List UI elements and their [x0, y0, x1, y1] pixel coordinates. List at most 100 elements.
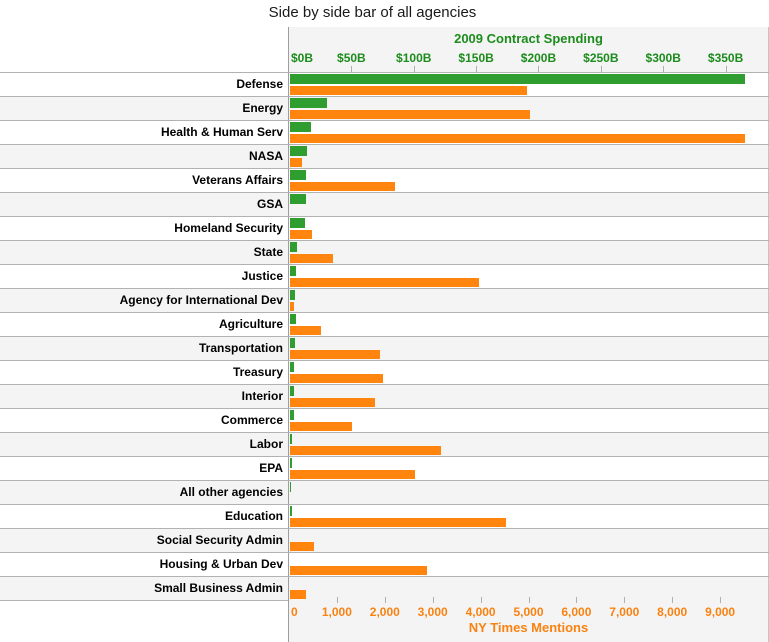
agency-row: EPA [0, 457, 769, 481]
ny-times-mentions-bar [290, 374, 384, 383]
agency-row: GSA [0, 193, 769, 217]
axis-tick-label: 9,000 [705, 605, 736, 619]
ny-times-mentions-bar [290, 470, 415, 479]
bottom-axis-ny-times-mentions: NY Times Mentions 0 1,000 2,000 3,000 4,000 5… [288, 597, 769, 642]
axis-tick-mark [725, 66, 727, 72]
axis-tick-mark [476, 66, 478, 72]
ny-times-mentions-bar [290, 350, 380, 359]
agency-row: Social Security Admin [0, 529, 769, 553]
contract-spending-bar [290, 314, 296, 324]
ny-times-mentions-bar [290, 326, 322, 335]
agency-row: Labor [0, 433, 769, 457]
agency-label: Labor [249, 437, 283, 451]
agency-label: Small Business Admin [154, 581, 283, 595]
contract-spending-bar [290, 122, 312, 132]
agency-label: EPA [259, 461, 283, 475]
agency-row: Justice [0, 265, 769, 289]
axis-tick-label: 0 [291, 605, 298, 619]
agency-label: Energy [242, 101, 283, 115]
agency-bars [288, 169, 769, 192]
agency-bars [288, 337, 769, 360]
agency-label: NASA [248, 149, 283, 163]
contract-spending-bar [290, 266, 297, 276]
axis-tick-mark [351, 66, 353, 72]
bottom-axis-title: NY Times Mentions [468, 620, 589, 635]
agency-bars [288, 529, 769, 552]
contract-spending-bar [290, 410, 294, 420]
agency-bars [288, 289, 769, 312]
contract-spending-bar [290, 98, 328, 108]
contract-spending-bar [290, 338, 295, 348]
agency-label: Commerce [220, 413, 283, 427]
agency-bars [288, 457, 769, 480]
ny-times-mentions-bar [290, 278, 480, 287]
agency-row: Homeland Security [0, 217, 769, 241]
axis-tick-mark [538, 66, 540, 72]
ny-times-mentions-bar [290, 230, 312, 239]
axis-tick-label: 5,000 [513, 605, 544, 619]
axis-tick-mark [432, 597, 434, 603]
agency-bars [288, 409, 769, 432]
axis-tick-label: $150B [458, 51, 494, 65]
agency-row: Defense [0, 73, 769, 97]
agency-label: All other agencies [179, 485, 283, 499]
agency-bars [288, 193, 769, 216]
contract-spending-bar [290, 506, 292, 516]
ny-times-mentions-bar [290, 398, 376, 407]
contract-spending-bar [290, 458, 292, 468]
agency-bars [288, 97, 769, 120]
agency-row: Agency for International Dev [0, 289, 769, 313]
axis-tick-label: $300B [645, 51, 681, 65]
axis-tick-label: 8,000 [657, 605, 688, 619]
agency-bars [288, 265, 769, 288]
axis-tick-mark [576, 597, 578, 603]
ny-times-mentions-bar [290, 302, 294, 311]
ny-times-mentions-bar [290, 182, 396, 191]
axis-tick-mark [384, 597, 386, 603]
ny-times-mentions-bar [290, 566, 427, 575]
axis-tick-mark [528, 597, 530, 603]
agency-bars [288, 361, 769, 384]
axis-tick-label: 6,000 [561, 605, 592, 619]
page-title: Side by side bar of all agencies [268, 4, 477, 21]
ny-times-mentions-bar [290, 158, 302, 167]
ny-times-mentions-bar [290, 542, 314, 551]
axis-tick-mark [663, 66, 665, 72]
agency-bars [288, 217, 769, 240]
axis-tick-label: $0B [291, 51, 314, 65]
agency-label: Agriculture [218, 317, 283, 331]
agency-label: Homeland Security [174, 221, 283, 235]
agency-label: GSA [256, 197, 283, 211]
chart-rows: Defense Energy Health & Human Serv NASA Vete… [0, 72, 769, 601]
agency-bars [288, 313, 769, 336]
contract-spending-bar [290, 146, 308, 156]
agency-label: Agency for International Dev [119, 293, 283, 307]
axis-tick-label: $250B [583, 51, 619, 65]
contract-spending-bar [290, 242, 298, 252]
agency-row: Veterans Affairs [0, 169, 769, 193]
contract-spending-bar [290, 434, 293, 444]
agency-row: Health & Human Serv [0, 121, 769, 145]
axis-tick-label: 2,000 [369, 605, 400, 619]
agency-bars [288, 145, 769, 168]
ny-times-mentions-bar [290, 254, 334, 263]
agency-label: Housing & Urban Dev [159, 557, 283, 571]
axis-tick-label: 7,000 [609, 605, 640, 619]
agency-bars [288, 385, 769, 408]
agency-label: Transportation [198, 341, 283, 355]
agency-label: State [253, 245, 283, 259]
agency-row: Education [0, 505, 769, 529]
agency-bars [288, 553, 769, 576]
contract-spending-bar [290, 218, 305, 228]
axis-tick-mark [672, 597, 674, 603]
axis-tick-label: 1,000 [321, 605, 352, 619]
axis-tick-mark [624, 597, 626, 603]
ny-times-mentions-bar [290, 86, 528, 95]
ny-times-mentions-bar [290, 422, 353, 431]
contract-spending-bar [290, 170, 307, 180]
ny-times-mentions-bar [290, 134, 746, 143]
contract-spending-bar [290, 362, 295, 372]
agency-bars [288, 433, 769, 456]
contract-spending-bar [290, 290, 295, 300]
